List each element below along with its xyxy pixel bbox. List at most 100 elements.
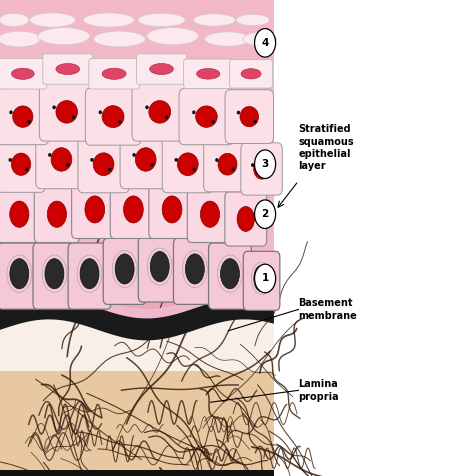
- FancyBboxPatch shape: [229, 60, 273, 88]
- FancyBboxPatch shape: [149, 180, 195, 238]
- Ellipse shape: [254, 266, 269, 291]
- Ellipse shape: [237, 111, 240, 115]
- Ellipse shape: [102, 106, 124, 128]
- Ellipse shape: [56, 63, 80, 75]
- Ellipse shape: [27, 120, 31, 124]
- Ellipse shape: [124, 196, 143, 223]
- FancyBboxPatch shape: [0, 136, 46, 192]
- Bar: [0, 0, 274, 305]
- Ellipse shape: [85, 196, 105, 223]
- Ellipse shape: [193, 14, 235, 26]
- FancyBboxPatch shape: [137, 54, 186, 84]
- FancyBboxPatch shape: [241, 143, 283, 195]
- Ellipse shape: [90, 158, 94, 162]
- Ellipse shape: [251, 163, 255, 167]
- Ellipse shape: [9, 110, 13, 114]
- FancyBboxPatch shape: [0, 89, 49, 145]
- Ellipse shape: [99, 110, 102, 114]
- FancyBboxPatch shape: [72, 180, 118, 238]
- Ellipse shape: [11, 153, 31, 175]
- Ellipse shape: [236, 14, 270, 26]
- FancyBboxPatch shape: [225, 89, 273, 144]
- Ellipse shape: [45, 258, 64, 289]
- Ellipse shape: [83, 13, 134, 27]
- Ellipse shape: [243, 32, 276, 46]
- FancyBboxPatch shape: [162, 136, 213, 193]
- Bar: [0, 319, 274, 476]
- Ellipse shape: [165, 115, 168, 119]
- FancyBboxPatch shape: [243, 251, 280, 310]
- Ellipse shape: [132, 153, 136, 157]
- Ellipse shape: [197, 69, 220, 79]
- Ellipse shape: [9, 158, 12, 162]
- FancyBboxPatch shape: [110, 180, 156, 238]
- Ellipse shape: [218, 153, 237, 175]
- FancyBboxPatch shape: [33, 243, 76, 309]
- Ellipse shape: [118, 120, 122, 124]
- FancyBboxPatch shape: [120, 130, 171, 188]
- FancyBboxPatch shape: [0, 59, 47, 89]
- FancyBboxPatch shape: [132, 83, 188, 141]
- Ellipse shape: [150, 251, 169, 282]
- FancyBboxPatch shape: [78, 136, 129, 193]
- Ellipse shape: [177, 153, 198, 176]
- Ellipse shape: [145, 105, 149, 109]
- Ellipse shape: [211, 120, 215, 124]
- Ellipse shape: [11, 68, 34, 79]
- Ellipse shape: [254, 159, 270, 179]
- Bar: [0, 276, 274, 333]
- Ellipse shape: [192, 168, 196, 171]
- Bar: [0, 470, 274, 476]
- Ellipse shape: [0, 13, 29, 27]
- Ellipse shape: [138, 13, 185, 27]
- FancyBboxPatch shape: [85, 88, 141, 145]
- Polygon shape: [0, 298, 274, 340]
- Ellipse shape: [25, 168, 28, 171]
- Ellipse shape: [264, 172, 268, 176]
- Ellipse shape: [192, 110, 196, 114]
- Circle shape: [255, 29, 275, 57]
- Ellipse shape: [13, 106, 33, 127]
- Text: Lamina
propria: Lamina propria: [299, 379, 339, 402]
- Ellipse shape: [56, 100, 77, 123]
- FancyBboxPatch shape: [187, 186, 233, 243]
- Text: 1: 1: [262, 273, 269, 284]
- FancyBboxPatch shape: [43, 54, 93, 84]
- FancyBboxPatch shape: [209, 243, 251, 309]
- Ellipse shape: [102, 68, 126, 79]
- Ellipse shape: [136, 148, 156, 171]
- FancyBboxPatch shape: [204, 137, 251, 192]
- Ellipse shape: [240, 107, 258, 127]
- Ellipse shape: [150, 163, 154, 167]
- Ellipse shape: [147, 28, 199, 45]
- Text: 2: 2: [262, 209, 269, 219]
- Ellipse shape: [93, 31, 146, 47]
- FancyBboxPatch shape: [89, 59, 139, 89]
- FancyBboxPatch shape: [34, 186, 80, 243]
- Ellipse shape: [231, 168, 235, 171]
- Ellipse shape: [38, 28, 90, 45]
- Text: Stratified
squamous
epithelial
layer: Stratified squamous epithelial layer: [299, 124, 354, 171]
- Polygon shape: [0, 288, 274, 327]
- FancyBboxPatch shape: [138, 236, 181, 302]
- Ellipse shape: [115, 254, 134, 284]
- Ellipse shape: [241, 69, 261, 79]
- FancyBboxPatch shape: [36, 130, 87, 188]
- Ellipse shape: [196, 106, 217, 127]
- Ellipse shape: [201, 201, 219, 228]
- Ellipse shape: [10, 258, 29, 289]
- Circle shape: [255, 264, 275, 293]
- FancyBboxPatch shape: [68, 243, 111, 309]
- FancyBboxPatch shape: [0, 186, 42, 243]
- Ellipse shape: [80, 258, 99, 289]
- Ellipse shape: [66, 163, 69, 167]
- FancyBboxPatch shape: [39, 83, 94, 141]
- FancyBboxPatch shape: [183, 59, 233, 89]
- Ellipse shape: [10, 201, 29, 228]
- Ellipse shape: [174, 158, 178, 162]
- Ellipse shape: [51, 148, 72, 171]
- Ellipse shape: [48, 153, 52, 157]
- FancyBboxPatch shape: [173, 238, 216, 305]
- Ellipse shape: [108, 168, 111, 171]
- Text: 4: 4: [261, 38, 269, 48]
